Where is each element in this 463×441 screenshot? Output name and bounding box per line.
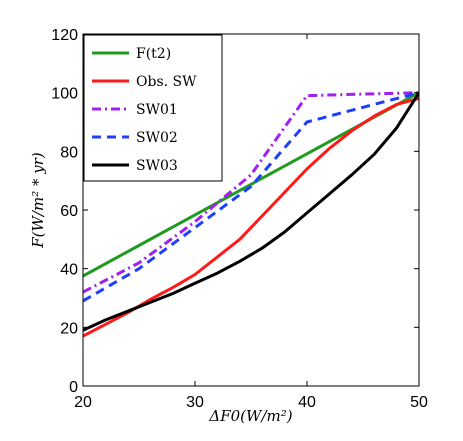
legend: F(t2) Obs. SW SW01 SW02 SW03 bbox=[83, 34, 223, 182]
legend-label: Obs. SW bbox=[136, 74, 197, 90]
y-tick-label: 80 bbox=[60, 144, 78, 161]
legend-label: SW01 bbox=[136, 102, 178, 118]
y-tick-label: 120 bbox=[51, 27, 78, 44]
legend-label: F(t2) bbox=[136, 46, 171, 62]
y-tick-label: 60 bbox=[60, 203, 78, 220]
y-tick-label: 40 bbox=[60, 262, 78, 279]
y-tick-label: 20 bbox=[60, 320, 78, 337]
x-axis-label: ΔF0(W/m²) bbox=[208, 407, 292, 425]
x-tick-label: 20 bbox=[74, 394, 92, 411]
y-axis-label: F(W/m² * yr) bbox=[29, 152, 47, 249]
series-line-sw03 bbox=[83, 91, 419, 332]
series-line-sw02 bbox=[83, 91, 419, 303]
plot-area bbox=[83, 91, 419, 338]
x-tick-label: 30 bbox=[186, 394, 204, 411]
x-tick-label: 50 bbox=[410, 394, 428, 411]
x-tick-label: 40 bbox=[298, 394, 316, 411]
legend-label: SW03 bbox=[136, 158, 178, 174]
y-tick-label: 0 bbox=[69, 379, 78, 396]
series-line-sw01 bbox=[83, 91, 419, 294]
y-tick-label: 100 bbox=[51, 86, 78, 103]
legend-label: SW02 bbox=[136, 130, 178, 146]
